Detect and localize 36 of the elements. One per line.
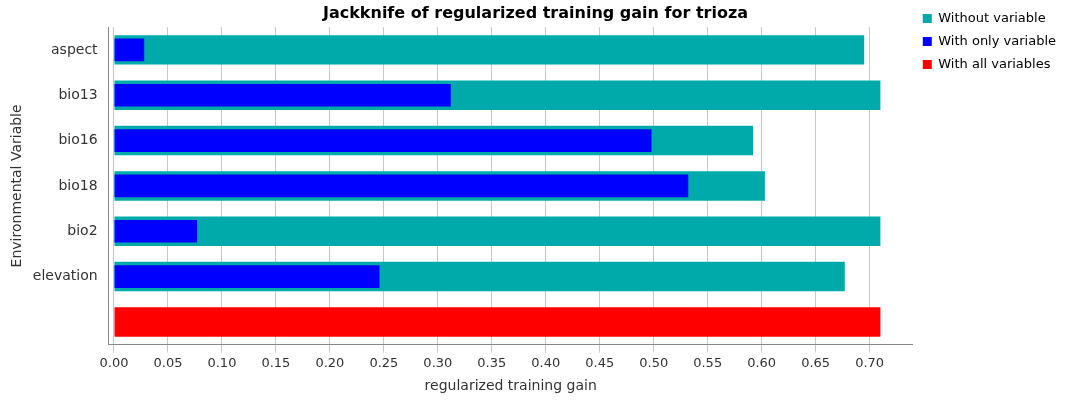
- x-tick-label: 0.10: [207, 354, 237, 370]
- x-axis-title: regularized training gain: [424, 377, 597, 394]
- x-tick-label: 0.15: [261, 354, 291, 370]
- y-tick-label: bio2: [67, 221, 98, 238]
- x-tick-label: 0.35: [477, 354, 507, 370]
- chart-title: Jackknife of regularized training gain for trioza: [321, 2, 749, 22]
- bar: [114, 38, 145, 62]
- y-axis-title: Environmental Variable: [8, 104, 25, 268]
- legend-label: Without variable: [938, 9, 1046, 25]
- x-tick-label: 0.30: [423, 354, 453, 370]
- x-tick-label: 0.20: [315, 354, 345, 370]
- bar: [114, 174, 689, 198]
- x-tick-label: 0.70: [855, 354, 885, 370]
- bar: [114, 83, 451, 107]
- bar: [114, 219, 198, 243]
- x-tick-label: 0.25: [369, 354, 399, 370]
- legend-label: With all variables: [938, 55, 1051, 71]
- x-tick-label: 0.60: [747, 354, 777, 370]
- y-tick-label: bio16: [58, 131, 98, 148]
- bar: [114, 129, 652, 152]
- bar: [114, 265, 380, 288]
- x-tick-label: 0.65: [801, 354, 831, 370]
- y-tick-label: bio13: [58, 85, 98, 102]
- x-tick-label: 0.40: [531, 354, 561, 370]
- y-tick-label: elevation: [32, 267, 98, 284]
- x-tick-label: 0.50: [639, 354, 669, 370]
- legend-label: With only variable: [938, 32, 1057, 48]
- x-tick-label: 0.05: [153, 354, 183, 370]
- bar: [114, 307, 881, 337]
- y-tick-label: bio18: [58, 176, 98, 193]
- x-tick-label: 0.00: [99, 354, 129, 370]
- x-tick-label: 0.55: [693, 354, 723, 370]
- bar: [114, 216, 881, 246]
- y-tick-label: aspect: [51, 40, 99, 57]
- x-tick-label: 0.45: [585, 354, 615, 370]
- bar: [114, 35, 865, 65]
